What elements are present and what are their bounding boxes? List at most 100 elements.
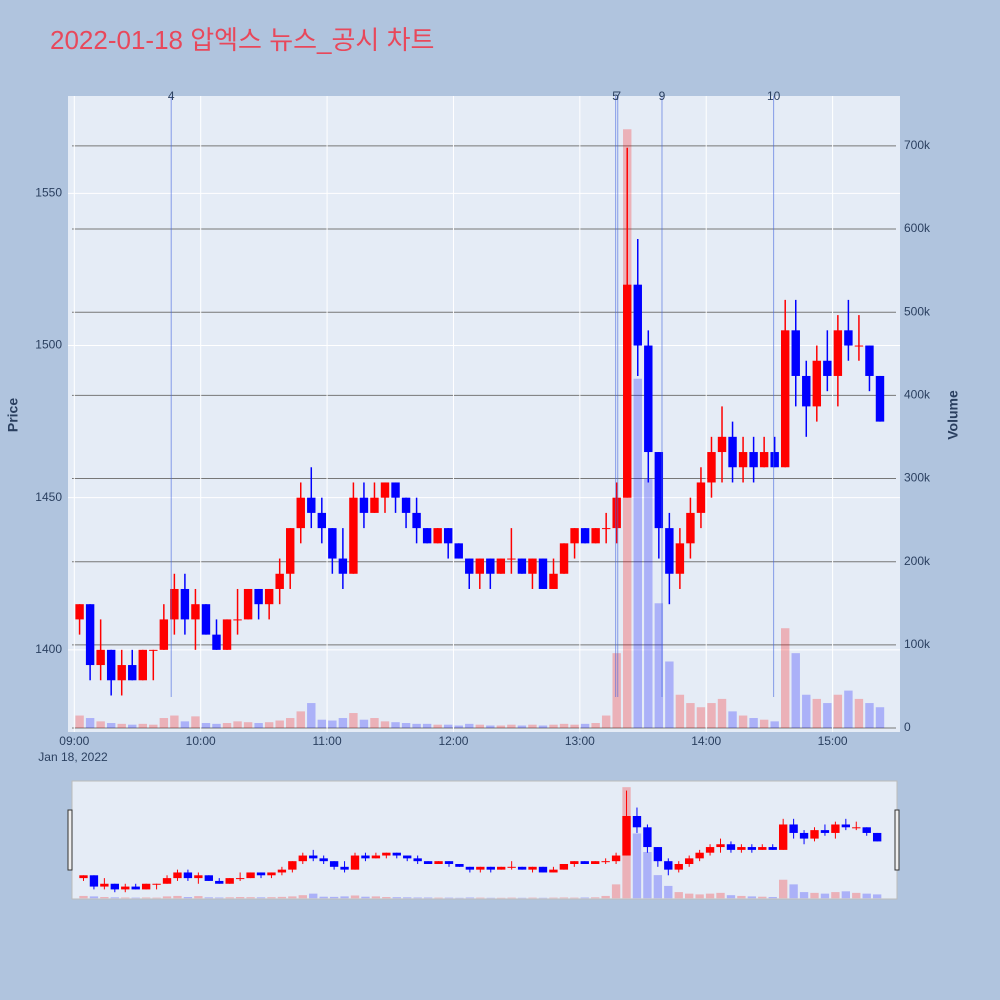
mini-candle-body xyxy=(517,866,527,870)
volume-bar xyxy=(106,723,116,729)
mini-candle-body xyxy=(361,855,370,859)
candle-body xyxy=(106,649,116,681)
volume-bar xyxy=(401,723,411,729)
volume-bar xyxy=(170,715,179,729)
volume-bar xyxy=(770,721,779,729)
mini-volume-bar xyxy=(726,895,736,899)
candle-body xyxy=(749,452,758,468)
candle-body xyxy=(128,665,137,681)
volume-bar xyxy=(159,718,169,729)
mini-volume-bar xyxy=(350,895,360,899)
mini-candle-body xyxy=(831,824,840,833)
mini-volume-bar xyxy=(570,897,579,899)
mini-candle-body xyxy=(110,883,119,890)
mini-volume-bar xyxy=(235,897,245,899)
mini-volume-bar xyxy=(246,897,255,899)
volume-bar xyxy=(328,720,337,729)
volume-bar xyxy=(443,724,453,729)
candle-body xyxy=(633,284,642,346)
mini-candle-body xyxy=(559,863,569,870)
candle-body xyxy=(696,482,706,513)
mini-candle-body xyxy=(507,866,516,868)
volume-bar xyxy=(559,723,569,729)
mini-volume-bar xyxy=(403,897,412,899)
mini-volume-bar xyxy=(89,896,99,899)
volume-bar xyxy=(612,653,621,729)
volume-bar xyxy=(380,721,390,729)
x-tick-label: 10:00 xyxy=(186,734,216,748)
news-label: 10 xyxy=(767,89,781,103)
volume-bar xyxy=(454,725,463,729)
mini-candle-body xyxy=(674,863,683,870)
candle-body xyxy=(580,528,590,544)
candle-body xyxy=(644,345,653,453)
volume-bar xyxy=(149,724,158,729)
candle-body xyxy=(770,452,779,468)
volume-bar xyxy=(591,723,600,729)
mini-candle-body xyxy=(778,824,788,850)
mini-volume-bar xyxy=(434,897,443,899)
volume-bar xyxy=(633,378,642,729)
candle-body xyxy=(222,619,232,650)
candle-body xyxy=(243,588,253,620)
mini-volume-bar xyxy=(371,896,381,899)
mini-volume-bar xyxy=(768,897,777,899)
candle-body xyxy=(433,528,442,544)
candle-body xyxy=(412,512,421,529)
y-axis-title: Price xyxy=(5,398,21,432)
mini-candle-body xyxy=(622,816,631,856)
candle-body xyxy=(370,497,379,513)
mini-volume-bar xyxy=(340,896,349,899)
mini-candle-body xyxy=(538,866,548,873)
volume-bar xyxy=(549,724,558,729)
mini-volume-bar xyxy=(591,897,600,899)
mini-volume-bar xyxy=(152,897,161,899)
volume-bar xyxy=(854,698,864,729)
y2-tick-label: 100k xyxy=(904,637,931,651)
mini-volume-bar xyxy=(841,891,851,899)
y2-tick-label: 700k xyxy=(904,138,931,152)
mini-volume-bar xyxy=(747,896,757,899)
mini-volume-bar xyxy=(507,897,516,899)
mini-candle-body xyxy=(413,858,422,862)
candle-body xyxy=(307,497,316,513)
mini-candle-body xyxy=(423,861,433,864)
mini-volume-bar xyxy=(820,893,830,899)
candle-body xyxy=(538,558,548,589)
x-tick-label: 09:00 xyxy=(59,734,89,748)
mini-candle-body xyxy=(371,855,381,859)
mini-volume-bar xyxy=(298,895,307,899)
candle-body xyxy=(875,375,885,422)
candle-body xyxy=(528,558,537,574)
rangeslider xyxy=(71,780,898,900)
candle-body xyxy=(138,649,147,681)
volume-bar xyxy=(465,723,474,729)
mini-volume-bar xyxy=(392,897,401,899)
x-tick-label: 14:00 xyxy=(691,734,721,748)
mini-candle-body xyxy=(225,878,234,884)
candle-body xyxy=(85,604,95,666)
candle-body xyxy=(559,543,569,574)
news-label: 7 xyxy=(614,89,621,103)
mini-candle-body xyxy=(497,866,506,870)
mini-volume-bar xyxy=(319,896,328,899)
volume-bar xyxy=(117,723,126,729)
volume-bar xyxy=(812,698,822,729)
y2-tick-label: 600k xyxy=(904,221,931,235)
candle-body xyxy=(865,345,874,376)
volume-bar xyxy=(296,711,305,729)
mini-candle-body xyxy=(455,863,464,867)
candle-body xyxy=(422,528,432,544)
mini-volume-bar xyxy=(664,885,673,899)
candle-body xyxy=(254,588,263,605)
mini-volume-bar xyxy=(831,892,840,899)
volume-bar xyxy=(601,715,611,729)
mini-candle-body xyxy=(152,883,161,885)
candle-body xyxy=(686,512,695,544)
y-tick-label: 1450 xyxy=(35,490,62,504)
mini-volume-bar xyxy=(559,897,569,899)
volume-bar xyxy=(433,724,442,729)
mini-volume-bar xyxy=(695,894,704,899)
volume-bar xyxy=(833,694,843,729)
mini-volume-bar xyxy=(79,895,88,899)
